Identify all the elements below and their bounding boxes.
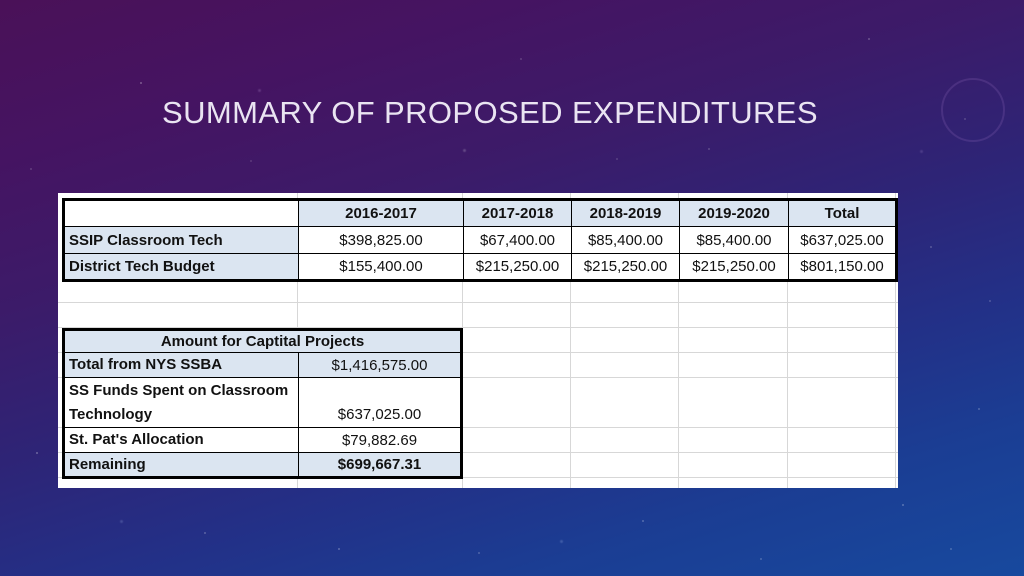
column-header: 2016-2017 [298, 199, 464, 227]
row-label: St. Pat's Allocation [63, 427, 299, 453]
gridline [58, 452, 898, 453]
table-cell-total: $637,025.00 [788, 226, 897, 254]
table-cell: $79,882.69 [297, 427, 463, 453]
table-cell-total: $801,150.00 [788, 253, 897, 281]
gridline [678, 193, 679, 488]
table-title: Amount for Captital Projects [62, 329, 463, 353]
table-cell: $398,825.00 [298, 226, 464, 254]
table-cell: $699,667.31 [297, 451, 463, 479]
stars-decoration-soft [0, 0, 3, 3]
gridline [58, 327, 898, 328]
row-label: Remaining [63, 451, 299, 479]
row-label: SS Funds Spent on Classroom Technology [63, 377, 299, 428]
gridline [58, 302, 898, 303]
table-row: St. Pat's Allocation $79,882.69 [63, 427, 463, 453]
row-label: SSIP Classroom Tech [63, 226, 299, 254]
column-header: 2018-2019 [571, 199, 680, 227]
table-row: Remaining $699,667.31 [63, 451, 463, 479]
row-label: Total from NYS SSBA [63, 352, 299, 378]
table-cell: $1,416,575.00 [297, 352, 463, 378]
decorative-circle [941, 78, 1005, 142]
slide-title: SUMMARY OF PROPOSED EXPENDITURES [162, 95, 818, 130]
blank-header-cell [63, 199, 299, 227]
column-header-total: Total [788, 199, 897, 227]
table-cell: $85,400.00 [571, 226, 680, 254]
table-row: Total from NYS SSBA $1,416,575.00 [63, 352, 463, 378]
table-row: SS Funds Spent on Classroom Technology $… [63, 377, 463, 428]
gridline [58, 377, 898, 378]
expenditures-table: 2016-2017 2017-2018 2018-2019 2019-2020 … [62, 198, 898, 282]
gridline [895, 193, 896, 488]
gridline [570, 193, 571, 488]
capital-projects-table: Amount for Captital Projects Total from … [62, 328, 464, 480]
table-row: District Tech Budget $155,400.00 $215,25… [63, 253, 897, 281]
table-row: SSIP Classroom Tech $398,825.00 $67,400.… [63, 226, 897, 254]
table-cell: $215,250.00 [571, 253, 680, 281]
table-header-row: Amount for Captital Projects [62, 329, 463, 353]
gridline [58, 477, 898, 478]
table-cell: $637,025.00 [297, 377, 463, 428]
gridline [787, 193, 788, 488]
gridline [58, 427, 898, 428]
gridline [58, 352, 898, 353]
table-cell: $155,400.00 [298, 253, 464, 281]
spreadsheet-area: 2016-2017 2017-2018 2018-2019 2019-2020 … [58, 193, 898, 488]
column-header: 2017-2018 [463, 199, 572, 227]
table-cell: $215,250.00 [463, 253, 572, 281]
row-label: District Tech Budget [63, 253, 299, 281]
table-cell: $215,250.00 [679, 253, 789, 281]
table-header-row: 2016-2017 2017-2018 2018-2019 2019-2020 … [63, 199, 897, 227]
table-cell: $67,400.00 [463, 226, 572, 254]
column-header: 2019-2020 [679, 199, 789, 227]
table-cell: $85,400.00 [679, 226, 789, 254]
